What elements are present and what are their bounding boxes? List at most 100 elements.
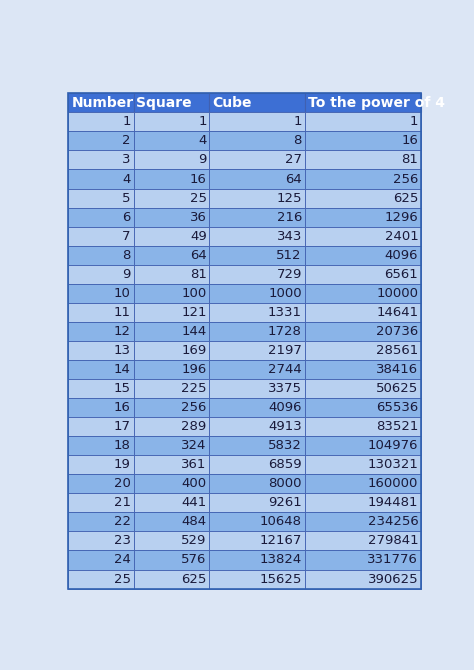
- Text: 13: 13: [114, 344, 131, 357]
- Bar: [210, 246, 305, 265]
- Text: 194481: 194481: [368, 496, 418, 509]
- Bar: [134, 93, 210, 113]
- Text: 9: 9: [122, 268, 131, 281]
- Text: 6561: 6561: [384, 268, 418, 281]
- Text: 16: 16: [401, 135, 418, 147]
- Bar: [210, 322, 305, 341]
- Bar: [210, 551, 305, 570]
- Text: 20736: 20736: [376, 325, 418, 338]
- Bar: [305, 360, 421, 379]
- Bar: [68, 170, 134, 188]
- Bar: [68, 474, 134, 493]
- Bar: [68, 151, 134, 170]
- Bar: [134, 131, 210, 151]
- Text: 23: 23: [114, 535, 131, 547]
- Text: 14641: 14641: [376, 306, 418, 319]
- Text: 1296: 1296: [384, 210, 418, 224]
- Text: Square: Square: [137, 96, 192, 110]
- Text: 8: 8: [122, 249, 131, 262]
- Text: 20: 20: [114, 477, 131, 490]
- Bar: [134, 474, 210, 493]
- Bar: [134, 322, 210, 341]
- Text: 2: 2: [122, 135, 131, 147]
- Text: 4: 4: [198, 135, 207, 147]
- Bar: [210, 531, 305, 551]
- Bar: [305, 226, 421, 246]
- Text: 343: 343: [276, 230, 302, 243]
- Text: 1: 1: [410, 115, 418, 129]
- Text: 324: 324: [181, 440, 207, 452]
- Bar: [134, 570, 210, 588]
- Bar: [305, 379, 421, 398]
- Bar: [134, 151, 210, 170]
- Bar: [305, 188, 421, 208]
- Bar: [210, 226, 305, 246]
- Text: 2744: 2744: [268, 363, 302, 376]
- Bar: [134, 455, 210, 474]
- Bar: [134, 303, 210, 322]
- Text: 390625: 390625: [368, 573, 418, 586]
- Bar: [305, 208, 421, 226]
- Text: 1728: 1728: [268, 325, 302, 338]
- Bar: [305, 493, 421, 513]
- Text: 18: 18: [114, 440, 131, 452]
- Bar: [134, 379, 210, 398]
- Text: 121: 121: [181, 306, 207, 319]
- Text: 225: 225: [181, 382, 207, 395]
- Text: 361: 361: [181, 458, 207, 471]
- Bar: [305, 322, 421, 341]
- Text: 2401: 2401: [384, 230, 418, 243]
- Bar: [68, 265, 134, 284]
- Bar: [305, 570, 421, 588]
- Bar: [210, 113, 305, 131]
- Text: 100: 100: [182, 287, 207, 299]
- Text: 4096: 4096: [385, 249, 418, 262]
- Text: 83521: 83521: [376, 420, 418, 433]
- Text: 144: 144: [182, 325, 207, 338]
- Bar: [134, 513, 210, 531]
- Text: 484: 484: [182, 515, 207, 529]
- Text: 25: 25: [190, 192, 207, 204]
- Text: 15: 15: [114, 382, 131, 395]
- Bar: [305, 513, 421, 531]
- Bar: [68, 322, 134, 341]
- Text: 576: 576: [181, 553, 207, 567]
- Text: 216: 216: [276, 210, 302, 224]
- Bar: [68, 341, 134, 360]
- Text: 529: 529: [181, 535, 207, 547]
- Text: 16: 16: [190, 172, 207, 186]
- Bar: [68, 436, 134, 455]
- Text: 625: 625: [393, 192, 418, 204]
- Text: 9261: 9261: [268, 496, 302, 509]
- Text: 15625: 15625: [260, 573, 302, 586]
- Text: 13824: 13824: [260, 553, 302, 567]
- Text: 6: 6: [122, 210, 131, 224]
- Text: 22: 22: [114, 515, 131, 529]
- Bar: [68, 417, 134, 436]
- Text: 25: 25: [114, 573, 131, 586]
- Bar: [134, 113, 210, 131]
- Bar: [68, 93, 134, 113]
- Text: 10: 10: [114, 287, 131, 299]
- Text: 24: 24: [114, 553, 131, 567]
- Bar: [305, 551, 421, 570]
- Text: 11: 11: [114, 306, 131, 319]
- Bar: [305, 436, 421, 455]
- Bar: [210, 303, 305, 322]
- Bar: [134, 226, 210, 246]
- Bar: [305, 531, 421, 551]
- Text: 6859: 6859: [268, 458, 302, 471]
- Text: 3: 3: [122, 153, 131, 166]
- Text: 169: 169: [182, 344, 207, 357]
- Bar: [134, 265, 210, 284]
- Text: 104976: 104976: [368, 440, 418, 452]
- Text: 289: 289: [182, 420, 207, 433]
- Text: 1: 1: [293, 115, 302, 129]
- Bar: [210, 360, 305, 379]
- Text: 1: 1: [198, 115, 207, 129]
- Bar: [210, 398, 305, 417]
- Text: 512: 512: [276, 249, 302, 262]
- Bar: [68, 188, 134, 208]
- Text: 27: 27: [285, 153, 302, 166]
- Text: 196: 196: [182, 363, 207, 376]
